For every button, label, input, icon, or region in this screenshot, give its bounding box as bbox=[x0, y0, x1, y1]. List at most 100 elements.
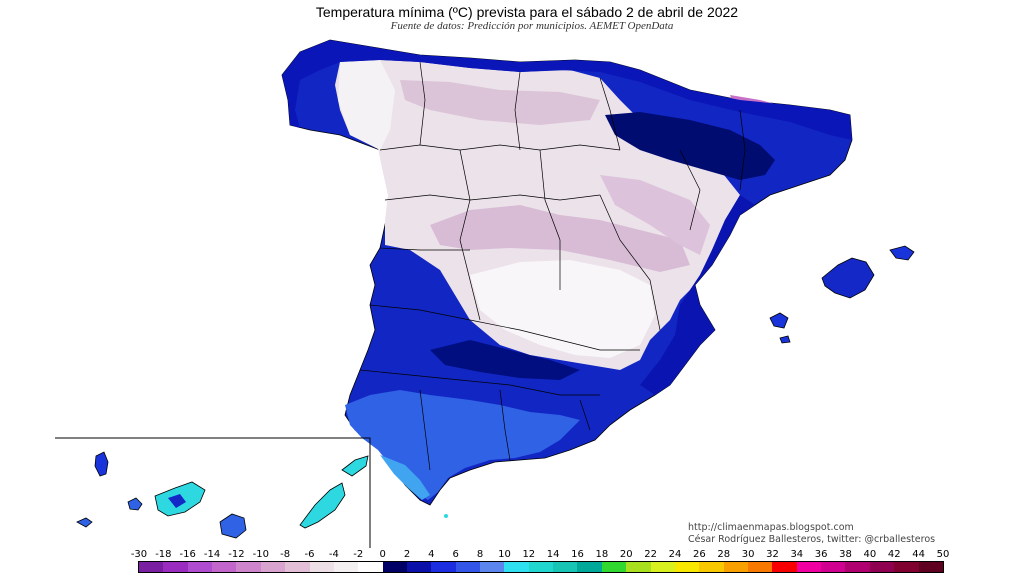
credits: http://climaenmapas.blogspot.com César R… bbox=[688, 522, 935, 546]
legend-swatch bbox=[577, 562, 602, 572]
ebro-valley-navy bbox=[605, 112, 775, 180]
legend-label: -30 bbox=[130, 549, 148, 560]
legend-swatch bbox=[406, 562, 432, 572]
legend-label: 28 bbox=[717, 549, 731, 560]
legend-swatch bbox=[236, 562, 261, 572]
lanzarote-island bbox=[341, 455, 369, 477]
legend-label: 26 bbox=[692, 549, 706, 560]
legend-label: 4 bbox=[428, 549, 435, 560]
legend-swatch bbox=[723, 562, 748, 572]
legend-swatch bbox=[626, 562, 651, 572]
legend-swatch bbox=[772, 562, 797, 572]
legend-labels: -30 -18 -16 -14 -12 -10 -8 -6 -4 -2 0 2 4 6 8 10 12 14 16 1… bbox=[131, 549, 950, 560]
legend-label: 30 bbox=[741, 549, 755, 560]
credits-url: http://climaenmapas.blogspot.com bbox=[688, 522, 854, 533]
lilac-central-system bbox=[430, 205, 690, 272]
legend-label: 36 bbox=[814, 549, 828, 560]
map-subtitle: Fuente de datos: Predicción por municipi… bbox=[390, 20, 674, 32]
legend-swatch bbox=[821, 562, 846, 572]
cabrera-island bbox=[444, 514, 448, 518]
legend-swatch bbox=[918, 562, 943, 572]
legend-swatch bbox=[845, 562, 870, 572]
legend-swatch bbox=[358, 562, 383, 572]
ibiza-island bbox=[769, 312, 789, 329]
legend-label: 10 bbox=[498, 549, 511, 560]
legend-swatch bbox=[650, 562, 675, 572]
legend-label: 8 bbox=[476, 549, 484, 560]
southwest-navy-zone bbox=[430, 340, 580, 380]
legend-swatch bbox=[163, 562, 188, 572]
mediterranean-coast-navy bbox=[640, 195, 755, 395]
gran-canaria-island bbox=[219, 513, 247, 539]
legend-label: 24 bbox=[668, 549, 682, 560]
province-borders bbox=[359, 61, 746, 471]
legend-swatch bbox=[528, 562, 554, 572]
legend-label: -2 bbox=[353, 549, 364, 560]
legend-swatch bbox=[309, 562, 334, 572]
legend-label: 2 bbox=[403, 549, 411, 560]
lilac-iberian-system bbox=[600, 175, 710, 255]
legend-swatch bbox=[674, 562, 700, 572]
legend-label: -10 bbox=[252, 549, 269, 560]
la-palma-island bbox=[94, 451, 109, 477]
legend-label: 42 bbox=[887, 549, 901, 560]
legend-swatch bbox=[333, 562, 359, 572]
legend-swatch bbox=[382, 562, 407, 572]
legend-swatch bbox=[431, 562, 456, 572]
legend-label: 6 bbox=[452, 549, 459, 560]
legend-label: 40 bbox=[863, 549, 877, 560]
el-hierro-island bbox=[76, 517, 93, 528]
legend-label: -14 bbox=[203, 549, 221, 560]
legend-label: 16 bbox=[571, 549, 584, 560]
legend-label: -18 bbox=[155, 549, 172, 560]
mallorca-island bbox=[821, 257, 875, 299]
coast-cyan-patch bbox=[380, 455, 430, 500]
legend-color-bar bbox=[138, 561, 944, 573]
fuerteventura-island bbox=[299, 482, 346, 529]
credits-author: César Rodríguez Ballesteros, twitter: @c… bbox=[688, 534, 936, 545]
legend-label: -8 bbox=[280, 549, 291, 560]
legend-swatch bbox=[894, 562, 919, 572]
legend-label: 0 bbox=[379, 549, 386, 560]
lilac-highlands-north bbox=[400, 80, 600, 125]
legend-swatch bbox=[553, 562, 578, 572]
legend-label: 38 bbox=[839, 549, 852, 560]
legend-swatch bbox=[747, 562, 773, 572]
legend-label: 34 bbox=[790, 549, 804, 560]
central-white-core bbox=[470, 260, 655, 358]
legend-label: 18 bbox=[595, 549, 609, 560]
legend-swatch bbox=[601, 562, 627, 572]
legend-label: -6 bbox=[304, 549, 315, 560]
legend-label: -16 bbox=[179, 549, 196, 560]
cantabrian-coast-fringe bbox=[282, 40, 852, 140]
legend-swatch bbox=[260, 562, 286, 572]
legend-label: 12 bbox=[522, 549, 536, 560]
tenerife-teide bbox=[168, 494, 186, 508]
legend-swatch bbox=[212, 562, 237, 572]
legend-swatch bbox=[285, 562, 310, 572]
legend-label: 32 bbox=[766, 549, 779, 560]
legend-label: 44 bbox=[912, 549, 925, 560]
la-gomera-island bbox=[127, 497, 143, 511]
map-title: Temperatura mínima (ºC) prevista para el… bbox=[315, 4, 739, 20]
legend-swatch bbox=[504, 562, 529, 572]
legend-swatch bbox=[455, 562, 481, 572]
legend-swatch bbox=[699, 562, 724, 572]
formentera-island bbox=[779, 335, 791, 344]
temperature-legend: -30 -18 -16 -14 -12 -10 -8 -6 -4 -2 0 2 4 6 8 10 12 14 16 1… bbox=[131, 549, 950, 576]
legend-swatch bbox=[796, 562, 822, 572]
legend-swatch bbox=[187, 562, 213, 572]
northwest-white bbox=[338, 60, 395, 150]
legend-label: 20 bbox=[619, 549, 633, 560]
legend-swatch bbox=[869, 562, 895, 572]
legend-label: -4 bbox=[328, 549, 339, 560]
canary-inset-frame bbox=[55, 437, 371, 548]
legend-label: 14 bbox=[546, 549, 560, 560]
legend-label: 50 bbox=[936, 549, 950, 560]
legend-swatch bbox=[139, 562, 164, 572]
legend-label: -12 bbox=[228, 549, 245, 560]
menorca-island bbox=[889, 245, 915, 261]
legend-label: 22 bbox=[644, 549, 657, 560]
legend-swatch bbox=[480, 562, 505, 572]
